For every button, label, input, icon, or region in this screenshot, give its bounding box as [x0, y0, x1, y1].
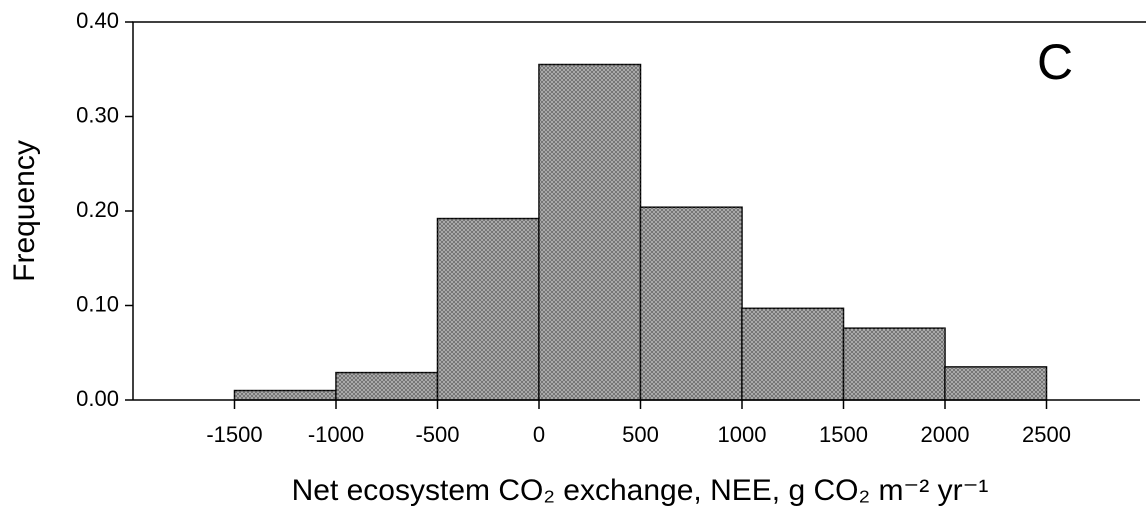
- x-tick-label: 1500: [819, 422, 868, 447]
- y-tick-label: 0.10: [76, 291, 119, 316]
- y-axis-label: Frequency: [8, 140, 41, 282]
- y-tick-label: 0.30: [76, 102, 119, 127]
- x-tick-label: -500: [415, 422, 459, 447]
- x-tick-label: -1000: [308, 422, 364, 447]
- x-tick-label: -1500: [206, 422, 262, 447]
- y-tick-label: 0.00: [76, 386, 119, 411]
- bar: [944, 366, 1048, 401]
- x-tick-label: 2500: [1022, 422, 1071, 447]
- x-tick-label: 0: [533, 422, 545, 447]
- bar: [233, 389, 337, 401]
- panel-label: C: [1037, 34, 1073, 90]
- x-tick-label: 500: [622, 422, 659, 447]
- bar: [538, 63, 642, 401]
- bar: [639, 206, 743, 401]
- bar: [741, 307, 845, 401]
- x-axis-label: Net ecosystem CO₂ exchange, NEE, g CO₂ m…: [292, 474, 989, 507]
- bar: [436, 217, 540, 401]
- x-tick-label: 1000: [718, 422, 767, 447]
- y-tick-label: 0.20: [76, 197, 119, 222]
- bar: [335, 371, 439, 401]
- bar: [842, 327, 946, 401]
- x-tick-label: 2000: [921, 422, 970, 447]
- y-tick-label: 0.40: [76, 8, 119, 33]
